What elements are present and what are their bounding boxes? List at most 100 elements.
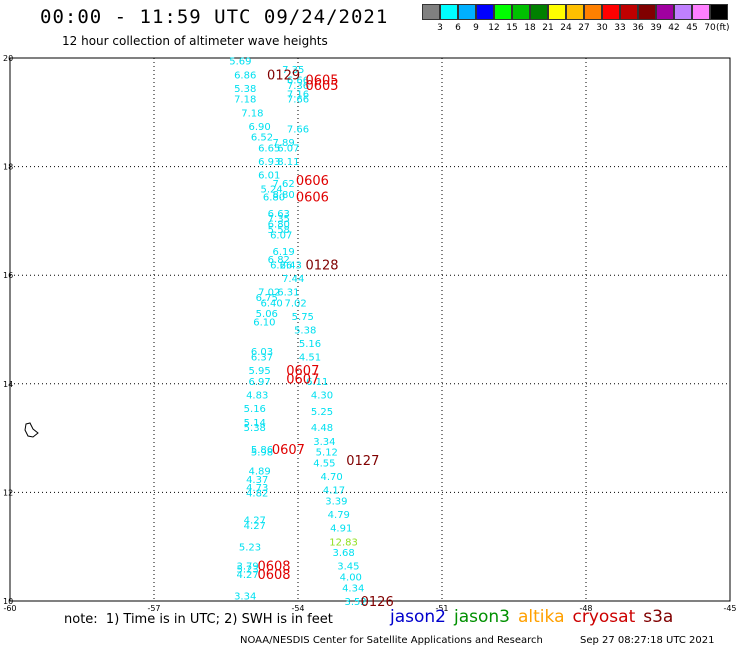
- swh-value: 4.34: [342, 583, 364, 594]
- y-tick-label: 14: [3, 380, 13, 389]
- swh-value: 6.75: [256, 293, 278, 304]
- pass-label: 0605: [305, 79, 338, 94]
- swh-value: 5.69: [229, 57, 251, 68]
- swh-value: 5.38: [294, 326, 316, 337]
- swh-value: 4.00: [340, 573, 362, 584]
- legend-entry-jason3: jason3: [454, 607, 510, 627]
- swh-value: 4.27: [236, 570, 258, 581]
- swh-value: 5.38: [234, 84, 256, 95]
- colorbar-swatch: [638, 4, 656, 20]
- satellite-legend: jason2 jason3 altika cryosat s3a: [390, 607, 681, 627]
- swh-value: 7.18: [234, 95, 256, 106]
- pass-label: 0606: [296, 190, 329, 205]
- swh-value: 7.16: [287, 89, 309, 100]
- swh-value: 7.66: [287, 95, 309, 106]
- swh-value: 6.80: [268, 220, 290, 231]
- colorbar-label: 30: [596, 23, 608, 33]
- swh-value: 4.48: [311, 423, 333, 434]
- footer-credit: NOAA/NESDIS Center for Satellite Applica…: [240, 635, 543, 646]
- legend-entry-jason2: jason2: [390, 607, 446, 627]
- x-tick-label: -57: [147, 604, 160, 613]
- pass-label: 0607: [272, 443, 305, 458]
- swh-value: 6.31: [277, 287, 299, 298]
- colorbar-swatch: [512, 4, 530, 20]
- swh-value: 6.63: [268, 209, 290, 220]
- colorbar-label: 42: [668, 23, 680, 33]
- legend-entry-s3a: s3a: [643, 607, 674, 627]
- colorbar-swatch: [656, 4, 674, 20]
- swh-value: 4.82: [246, 488, 268, 499]
- swh-value: 7.02: [284, 298, 306, 309]
- swh-value: 4.17: [323, 486, 345, 497]
- swh-value: 12.83: [329, 537, 358, 548]
- swh-value: 7.35: [268, 214, 290, 225]
- swh-value: 4.37: [246, 475, 268, 486]
- colorbar-swatch: [494, 4, 512, 20]
- colorbar-label: 9: [473, 23, 479, 33]
- pass-label: 0605: [305, 74, 338, 89]
- colorbar-label: 3: [437, 23, 443, 33]
- swh-value: 3.34: [234, 592, 256, 603]
- legend-entry-cryosat: cryosat: [572, 607, 636, 627]
- swh-value: 6.65: [258, 144, 280, 155]
- swh-value: 6.11: [306, 377, 328, 388]
- colorbar-label: 18: [524, 23, 536, 33]
- swh-value: 4.83: [246, 391, 268, 402]
- plot-frame: [9, 57, 731, 602]
- colorbar-swatch: [566, 4, 584, 20]
- swh-value: 6.07: [277, 144, 299, 155]
- swh-value: 5.75: [292, 312, 314, 323]
- pass-label: 0127: [346, 454, 379, 469]
- colorbar-label: 27: [578, 23, 590, 33]
- colorbar-unit: (ft): [716, 23, 730, 33]
- swh-value: 6.10: [253, 317, 275, 328]
- x-tick-label: -54: [291, 604, 304, 613]
- y-tick-label: 18: [3, 163, 13, 172]
- swh-value: 6.07: [270, 230, 292, 241]
- pass-label: 0129: [267, 68, 300, 83]
- swh-value: 3.52: [344, 597, 366, 608]
- colorbar-label: 39: [650, 23, 662, 33]
- swh-value: 6.52: [251, 133, 273, 144]
- chart-title: 00:00 - 11:59 UTC 09/24/2021: [40, 6, 389, 28]
- swh-value: 6.66: [287, 76, 309, 87]
- pass-label: 0607: [286, 372, 319, 387]
- swh-value: 6.19: [272, 247, 294, 258]
- swh-value: 3.34: [313, 437, 335, 448]
- colorbar-swatch: [674, 4, 692, 20]
- swh-value: 7.02: [258, 287, 280, 298]
- colorbar-label: 45: [686, 23, 698, 33]
- swh-value: 6.43: [280, 260, 302, 271]
- swh-value: 7.18: [241, 108, 263, 119]
- y-tick-label: 10: [3, 597, 13, 606]
- pass-label: 0607: [286, 364, 319, 379]
- swh-value: 4.73: [246, 483, 268, 494]
- swh-value: 5.58: [268, 225, 290, 236]
- colorbar-label: 21: [542, 23, 554, 33]
- swh-value: 7.66: [287, 125, 309, 136]
- colorbar-label: 33: [614, 23, 626, 33]
- colorbar-swatch: [692, 4, 710, 20]
- swh-value: 6.90: [248, 122, 270, 133]
- colorbar-label: 24: [560, 23, 572, 33]
- swh-value: 4.27: [244, 521, 266, 532]
- pass-label: 0606: [296, 174, 329, 189]
- x-tick-label: -45: [723, 604, 736, 613]
- swh-value: 6.82: [268, 255, 290, 266]
- swh-value: 7.36: [287, 81, 309, 92]
- colorbar-swatch: [440, 4, 458, 20]
- swh-value: 6.93: [258, 157, 280, 168]
- footer-timestamp: Sep 27 08:27:18 UTC 2021: [580, 635, 715, 646]
- swh-value: 6.01: [258, 171, 280, 182]
- swh-value: 6.97: [248, 377, 270, 388]
- colorbar-swatch: [620, 4, 638, 20]
- swh-value: 6.37: [251, 353, 273, 364]
- colorbar-label: 70: [704, 23, 716, 33]
- colorbar-swatch: [584, 4, 602, 20]
- swh-value: 7.44: [282, 274, 304, 285]
- swh-value: 4.30: [311, 391, 333, 402]
- swh-value: 5.95: [248, 366, 270, 377]
- swh-value: 5.38: [244, 423, 266, 434]
- swh-value: 7.35: [282, 65, 304, 76]
